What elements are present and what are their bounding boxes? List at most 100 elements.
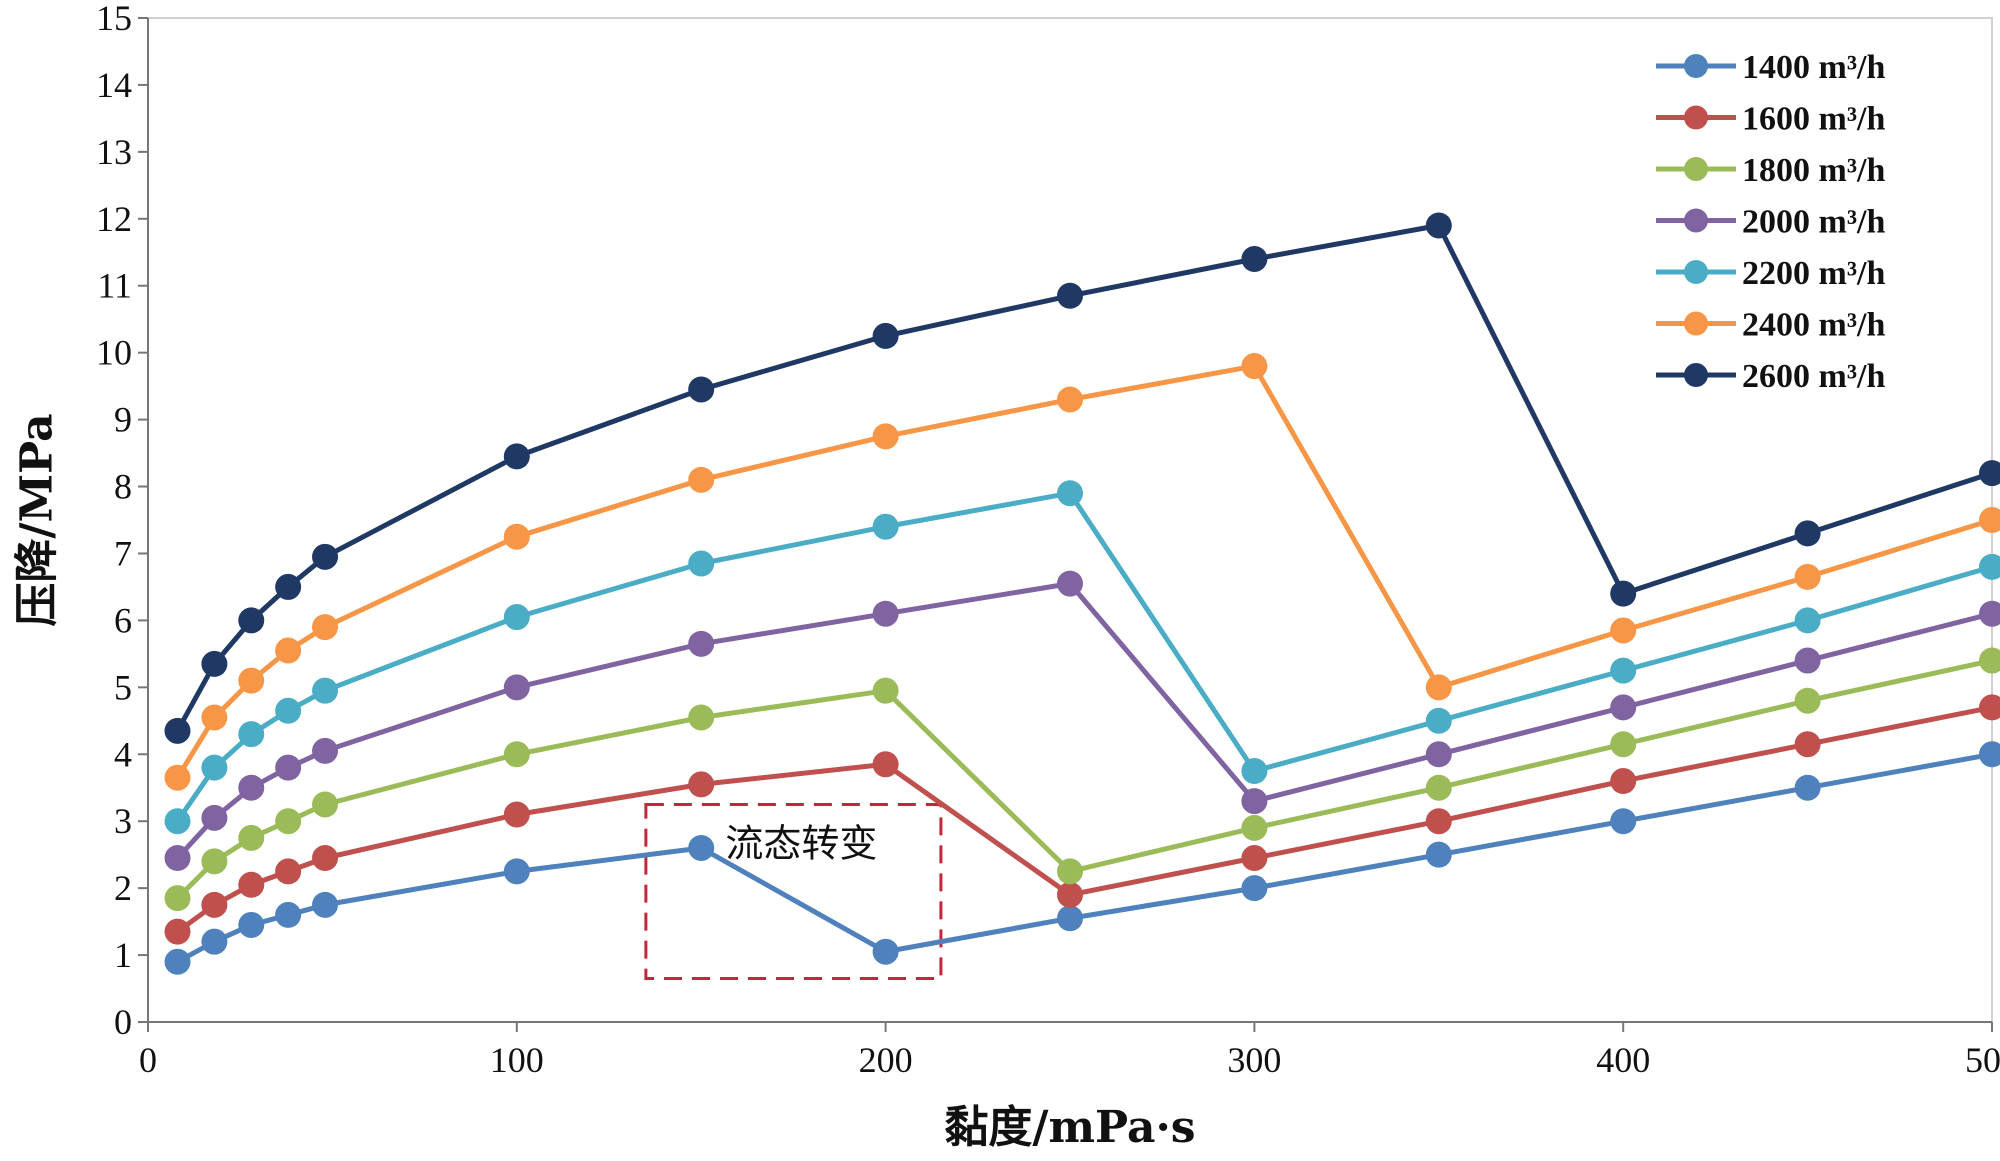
series-1 bbox=[164, 694, 2000, 945]
data-point bbox=[688, 630, 715, 657]
data-point bbox=[1979, 741, 2000, 768]
data-point bbox=[688, 771, 715, 798]
legend-swatch-marker bbox=[1684, 260, 1708, 284]
legend-label: 2200 m³/h bbox=[1742, 255, 1885, 292]
data-point bbox=[503, 858, 530, 885]
data-point bbox=[275, 808, 302, 835]
data-point bbox=[872, 322, 899, 349]
data-point bbox=[238, 721, 265, 748]
data-point bbox=[1794, 520, 1821, 547]
y-tick-label: 8 bbox=[114, 467, 132, 507]
legend-label: 2600 m³/h bbox=[1742, 358, 1885, 395]
data-point bbox=[312, 677, 339, 704]
legend-swatch-marker bbox=[1684, 54, 1708, 78]
data-point bbox=[275, 637, 302, 664]
data-point bbox=[312, 845, 339, 872]
data-point bbox=[1425, 707, 1452, 734]
data-point bbox=[238, 871, 265, 898]
data-point bbox=[1057, 570, 1083, 597]
legend-label: 1600 m³/h bbox=[1742, 101, 1885, 138]
data-point bbox=[872, 423, 899, 450]
data-point bbox=[238, 774, 265, 801]
legend-swatch-marker bbox=[1684, 105, 1708, 130]
y-tick-label: 14 bbox=[96, 65, 132, 105]
data-point bbox=[1425, 741, 1452, 768]
data-point bbox=[312, 791, 339, 818]
data-point bbox=[503, 604, 530, 631]
data-point bbox=[164, 948, 191, 975]
series-line bbox=[176, 751, 1993, 964]
data-point bbox=[1794, 731, 1821, 758]
data-point bbox=[1979, 460, 2000, 487]
series-line bbox=[175, 223, 1993, 733]
data-point bbox=[164, 808, 191, 835]
legend-label: 1400 m³/h bbox=[1742, 49, 1885, 86]
x-tick-label: 200 bbox=[859, 1040, 913, 1080]
data-point bbox=[1241, 353, 1268, 380]
x-tick-label: 300 bbox=[1227, 1040, 1281, 1080]
data-point bbox=[238, 824, 265, 851]
x-tick-label: 100 bbox=[490, 1040, 544, 1080]
data-point bbox=[238, 667, 265, 694]
data-point bbox=[275, 901, 302, 928]
annotation-box bbox=[644, 802, 943, 980]
legend-swatch-marker bbox=[1684, 157, 1708, 181]
data-point bbox=[275, 858, 302, 885]
legend: 1400 m³/h 1600 m³/h 1800 m³/h 2000 m³/h 2200… bbox=[1656, 49, 1885, 395]
y-tick-label: 9 bbox=[114, 400, 132, 440]
data-point bbox=[275, 754, 302, 781]
legend-item: 1800 m³/h bbox=[1656, 152, 1885, 189]
legend-item: 2600 m³/h bbox=[1656, 358, 1885, 395]
data-point bbox=[503, 741, 530, 768]
y-tick-label: 0 bbox=[114, 1002, 132, 1042]
x-tick-label: 0 bbox=[139, 1040, 157, 1080]
data-point bbox=[312, 737, 339, 764]
data-point bbox=[1425, 212, 1452, 239]
series-3 bbox=[164, 570, 2000, 872]
data-point bbox=[275, 697, 302, 724]
y-tick-label: 2 bbox=[114, 868, 132, 908]
data-point bbox=[503, 801, 530, 828]
series-5 bbox=[164, 353, 2000, 791]
data-point bbox=[688, 466, 715, 493]
data-point bbox=[1610, 768, 1637, 795]
x-tick-label: 400 bbox=[1596, 1040, 1650, 1080]
data-point bbox=[1610, 580, 1637, 607]
data-point bbox=[201, 928, 228, 955]
data-point bbox=[872, 513, 899, 540]
data-point bbox=[1610, 808, 1637, 835]
data-point bbox=[688, 704, 715, 731]
data-point bbox=[1610, 617, 1637, 644]
legend-item: 2000 m³/h bbox=[1656, 204, 1885, 241]
legend-item: 1600 m³/h bbox=[1656, 101, 1885, 138]
data-point bbox=[503, 674, 530, 701]
data-point bbox=[1241, 814, 1268, 841]
annotation-label: 流态转变 bbox=[725, 821, 877, 865]
series-4 bbox=[164, 480, 2000, 835]
data-point bbox=[164, 717, 191, 744]
legend-swatch-marker bbox=[1684, 363, 1708, 387]
data-point bbox=[201, 754, 228, 781]
data-point bbox=[1979, 647, 2000, 674]
y-tick-label: 3 bbox=[114, 801, 132, 841]
y-tick-label: 10 bbox=[96, 333, 132, 373]
legend-label: 2400 m³/h bbox=[1742, 307, 1885, 344]
data-point bbox=[1425, 674, 1452, 701]
data-point bbox=[238, 607, 265, 634]
legend-label: 1800 m³/h bbox=[1742, 152, 1885, 189]
legend-swatch-marker bbox=[1684, 208, 1708, 233]
data-point bbox=[1241, 875, 1268, 902]
data-point bbox=[1057, 858, 1083, 885]
data-point bbox=[1425, 808, 1452, 835]
data-point bbox=[312, 614, 339, 641]
series-line bbox=[175, 658, 1993, 900]
data-point bbox=[275, 573, 302, 600]
data-point bbox=[1057, 480, 1083, 507]
data-point bbox=[1979, 600, 2000, 627]
data-point bbox=[1794, 607, 1821, 634]
data-point bbox=[164, 918, 191, 945]
legend-label: 2000 m³/h bbox=[1742, 204, 1885, 241]
data-point bbox=[503, 443, 530, 470]
data-point bbox=[164, 764, 191, 791]
